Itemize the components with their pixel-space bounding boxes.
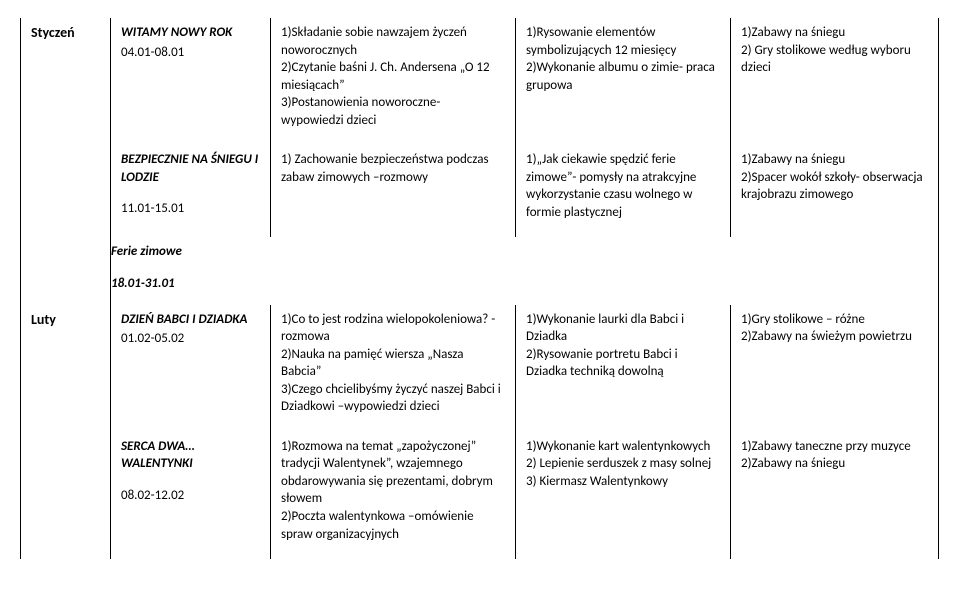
table-row: Luty DZIEŃ BABCI I DZIADKA 01.02-05.02 1… [21,305,939,432]
topic-title: BEZPIECZNIE NA ŚNIEGU I LODZIE [121,151,260,186]
table-row: Ferie zimowe 18.01-31.01 [21,237,939,304]
col3-cell: 1) Zachowanie bezpieczeństwa podczas zab… [271,145,516,237]
col3-cell: 1)Rozmowa na temat „zapożyczonej” tradyc… [271,432,516,559]
col4-cell: 1)Wykonanie kart walentynkowych2) Lepien… [516,432,731,559]
topic-cell: DZIEŃ BABCI I DZIADKA 01.02-05.02 [111,305,271,432]
col5-cell: 1)Gry stolikowe – różne2)Zabawy na śwież… [731,305,939,432]
col4-cell: 1)„Jak ciekawie spędzić ferie zimowe”- p… [516,145,731,237]
topic-cell: SERCA DWA… WALENTYNKI 08.02-12.02 [111,432,271,559]
month-cell: Styczeń [21,18,111,145]
topic-title: DZIEŃ BABCI I DZIADKA [121,311,260,329]
topic-date: 04.01-08.01 [121,44,260,62]
month-cell: Luty [21,305,111,432]
col5-cell: 1)Zabawy taneczne przy muzyce2)Zabawy na… [731,432,939,559]
month-cell [21,145,111,237]
col4-cell: 1)Rysowanie elementów symbolizujących 12… [516,18,731,145]
col5-cell: 1)Zabawy na śniegu2) Gry stolikowe wedłu… [731,18,939,145]
topic-cell: WITAMY NOWY ROK 04.01-08.01 [111,18,271,145]
topic-cell: BEZPIECZNIE NA ŚNIEGU I LODZIE 11.01-15.… [111,145,271,237]
topic-date: 08.02-12.02 [121,487,260,505]
table-row: BEZPIECZNIE NA ŚNIEGU I LODZIE 11.01-15.… [21,145,939,237]
ferie-span: Ferie zimowe 18.01-31.01 [111,237,939,304]
ferie-title: Ferie zimowe [111,243,928,261]
month-cell [21,237,111,304]
schedule-table: Styczeń WITAMY NOWY ROK 04.01-08.01 1)Sk… [20,18,939,559]
col5-cell: 1)Zabawy na śniegu2)Spacer wokół szkoły-… [731,145,939,237]
topic-title: WITAMY NOWY ROK [121,24,260,42]
col4-cell: 1)Wykonanie laurki dla Babci i Dziadka2)… [516,305,731,432]
topic-date: 11.01-15.01 [121,200,260,218]
topic-title: SERCA DWA… WALENTYNKI [121,438,260,473]
month-cell [21,432,111,559]
table-row: Styczeń WITAMY NOWY ROK 04.01-08.01 1)Sk… [21,18,939,145]
table-row: SERCA DWA… WALENTYNKI 08.02-12.02 1)Rozm… [21,432,939,559]
col3-cell: 1)Co to jest rodzina wielopokoleniowa? -… [271,305,516,432]
col3-cell: 1)Składanie sobie nawzajem życzeń noworo… [271,18,516,145]
topic-date: 01.02-05.02 [121,330,260,348]
ferie-date: 18.01-31.01 [111,275,928,293]
